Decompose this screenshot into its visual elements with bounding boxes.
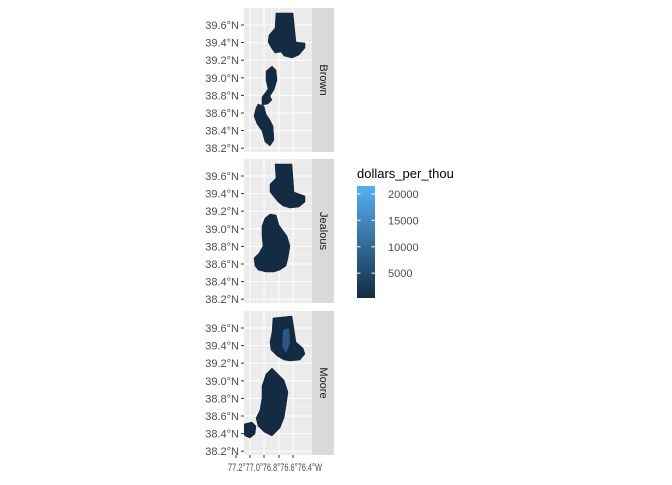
facet-panel-moore: 39.6°N 39.4°N 39.2°N 39.0°N 38.8°N 38.6°N 38.4…	[205, 311, 334, 458]
legend-colorbar	[357, 186, 375, 298]
y-tick-label: 38.8°N	[205, 241, 239, 253]
map-region-high-value	[282, 328, 290, 353]
facet-panel-jealous: 39.6°N 39.4°N 39.2°N 39.0°N 38.8°N 38.6°N 38.4…	[205, 159, 334, 306]
y-tick-label: 39.6°N	[205, 171, 239, 183]
y-tick-label: 38.2°N	[205, 446, 239, 458]
y-tick-label: 38.4°N	[205, 429, 239, 441]
y-tick-label: 39.0°N	[205, 376, 239, 388]
y-tick-label: 39.0°N	[205, 73, 239, 85]
facet-strip	[312, 159, 334, 303]
x-tick-labels: 77.2°77.0°76.8°76.6°76.4°W	[228, 462, 322, 474]
facet-label-moore: Moore	[317, 367, 329, 398]
facet-panel-brown: 39.6°N 39.4°N 39.2°N 39.0°N 38.8°N 38.6°N 38.4…	[205, 8, 334, 155]
facet-strip	[312, 8, 334, 152]
legend: dollars_per_thou 20000 15000 10000 5000	[357, 166, 454, 298]
y-tick-label: 39.0°N	[205, 224, 239, 236]
y-tick-label: 38.8°N	[205, 393, 239, 405]
facet-strip	[312, 311, 334, 455]
legend-break-label: 5000	[388, 268, 412, 280]
y-tick-label: 39.6°N	[205, 20, 239, 32]
legend-break-label: 10000	[388, 242, 419, 254]
y-tick-label: 38.6°N	[205, 108, 239, 120]
y-tick-label: 38.4°N	[205, 277, 239, 289]
facet-label-jealous: Jealous	[317, 212, 329, 250]
y-tick-label: 38.4°N	[205, 126, 239, 138]
y-tick-label: 39.6°N	[205, 323, 239, 335]
y-tick-label: 38.6°N	[205, 411, 239, 423]
y-tick-label: 38.2°N	[205, 294, 239, 306]
legend-break-label: 20000	[388, 189, 419, 201]
y-tick-label: 38.8°N	[205, 90, 239, 102]
y-tick-label: 39.4°N	[205, 341, 239, 353]
y-tick-label: 39.2°N	[205, 206, 239, 218]
y-tick-label: 39.4°N	[205, 38, 239, 50]
legend-title: dollars_per_thou	[357, 166, 454, 181]
legend-break-label: 15000	[388, 215, 419, 227]
y-tick-label: 39.2°N	[205, 55, 239, 67]
y-tick-label: 38.6°N	[205, 259, 239, 271]
y-tick-label: 39.2°N	[205, 358, 239, 370]
y-tick-label: 39.4°N	[205, 189, 239, 201]
facet-label-brown: Brown	[317, 64, 329, 95]
y-tick-label: 38.2°N	[205, 143, 239, 155]
